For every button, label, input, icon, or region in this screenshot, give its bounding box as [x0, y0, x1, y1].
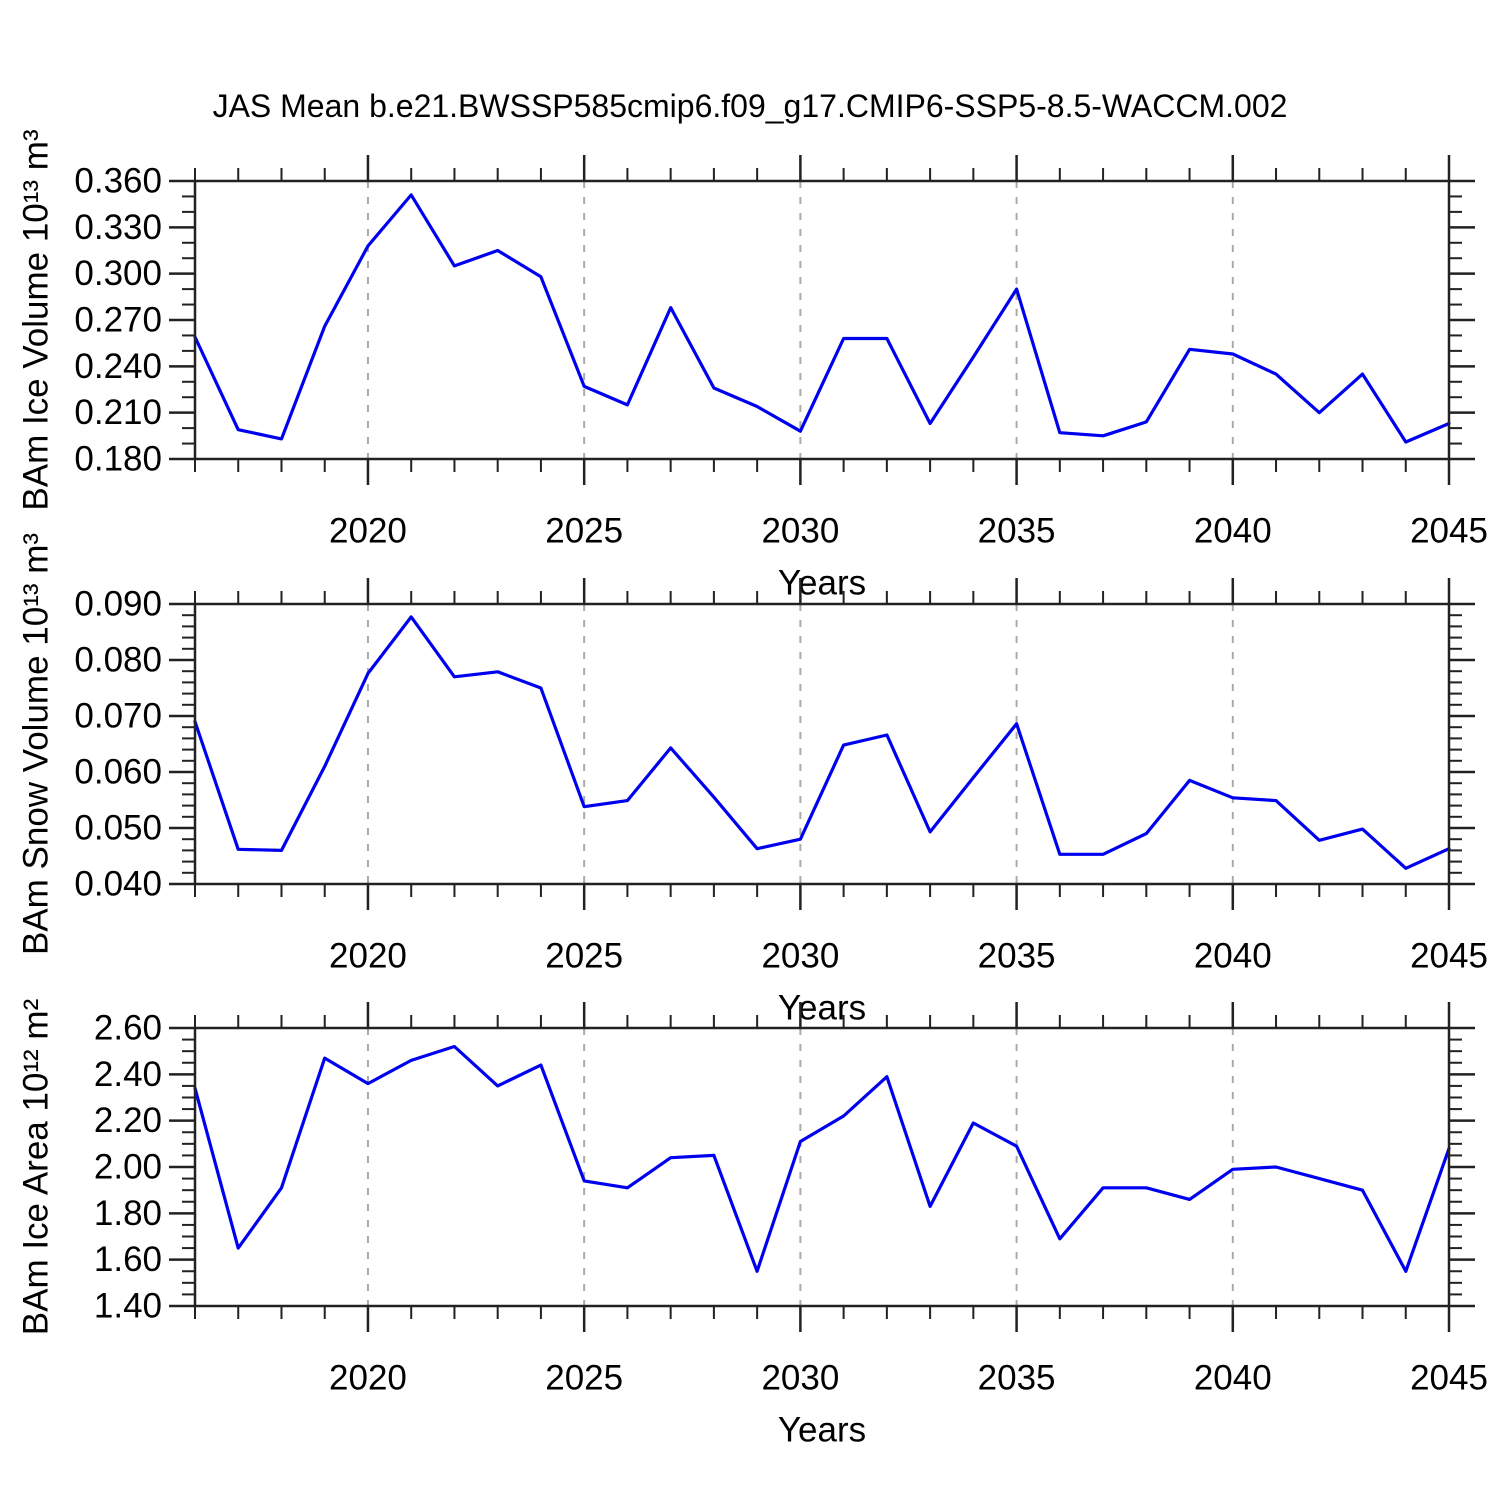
y-tick-label: 0.060: [74, 753, 162, 792]
y-tick-label: 2.20: [94, 1101, 162, 1140]
figure-title: JAS Mean b.e21.BWSSP585cmip6.f09_g17.CMI…: [212, 88, 1288, 124]
x-tick-label: 2035: [978, 937, 1056, 976]
y-tick-label: 0.090: [74, 585, 162, 624]
y-tick-label: 0.210: [74, 393, 162, 432]
y-tick-label: 0.180: [74, 440, 162, 479]
y-tick-label: 2.00: [94, 1148, 162, 1187]
x-tick-label: 2025: [545, 1359, 623, 1398]
x-tick-label: 2045: [1410, 937, 1488, 976]
x-tick-label: 2040: [1194, 1359, 1272, 1398]
y-axis-title: BAm Ice Area 10¹² m²: [17, 999, 56, 1335]
panel-ice-area: 2020 2025 2030 2035 2040 2045 1.40 1.60 1.80 2.00…: [17, 999, 1488, 1450]
y-axis-title: BAm Snow Volume 10¹³ m³: [17, 533, 56, 955]
x-tick-label: 2025: [545, 512, 623, 551]
y-tick-label: 0.300: [74, 254, 162, 293]
panel-snow-volume: 2020 2025 2030 2035 2040 2045 0.040 0.050 0.060 0…: [17, 533, 1488, 1028]
x-axis-title: Years: [778, 1411, 866, 1450]
x-tick-label: 2025: [545, 937, 623, 976]
y-tick-label: 2.60: [94, 1009, 162, 1048]
x-tick-label: 2035: [978, 512, 1056, 551]
x-tick-label: 2020: [329, 937, 407, 976]
panel-ice-volume: 2020 2025 2030 2035 2040 2045 0.180 0.210 0.240 0…: [17, 129, 1488, 602]
data-line-ice-volume: [193, 193, 1451, 444]
y-tick-label: 0.360: [74, 162, 162, 201]
x-tick-label: 2040: [1194, 512, 1272, 551]
x-tick-label: 2035: [978, 1359, 1056, 1398]
x-tick-label: 2045: [1410, 1359, 1488, 1398]
y-tick-label: 0.070: [74, 697, 162, 736]
x-tick-label: 2040: [1194, 937, 1272, 976]
data-line-ice-area: [193, 1044, 1451, 1273]
y-tick-label: 1.40: [94, 1287, 162, 1326]
y-tick-label: 1.80: [94, 1194, 162, 1233]
plot-box-ice-volume: [193, 179, 1451, 461]
x-tick-label: 2030: [761, 512, 839, 551]
y-tick-label: 0.330: [74, 208, 162, 247]
y-tick-label: 0.050: [74, 809, 162, 848]
x-tick-label: 2030: [761, 1359, 839, 1398]
data-line-snow-volume: [193, 615, 1451, 870]
x-tick-label: 2045: [1410, 512, 1488, 551]
y-tick-label: 2.40: [94, 1055, 162, 1094]
y-tick-label: 0.270: [74, 301, 162, 340]
y-tick-label: 1.60: [94, 1240, 162, 1279]
x-tick-label: 2020: [329, 1359, 407, 1398]
x-tick-label: 2020: [329, 512, 407, 551]
x-axis-title: Years: [778, 989, 866, 1028]
y-tick-label: 0.080: [74, 641, 162, 680]
x-axis-title: Years: [778, 564, 866, 603]
y-tick-label: 0.240: [74, 347, 162, 386]
y-tick-label: 0.040: [74, 865, 162, 904]
x-tick-label: 2030: [761, 937, 839, 976]
plot-box-snow-volume: [193, 602, 1451, 886]
y-axis-title: BAm Ice Volume 10¹³ m³: [17, 129, 56, 510]
